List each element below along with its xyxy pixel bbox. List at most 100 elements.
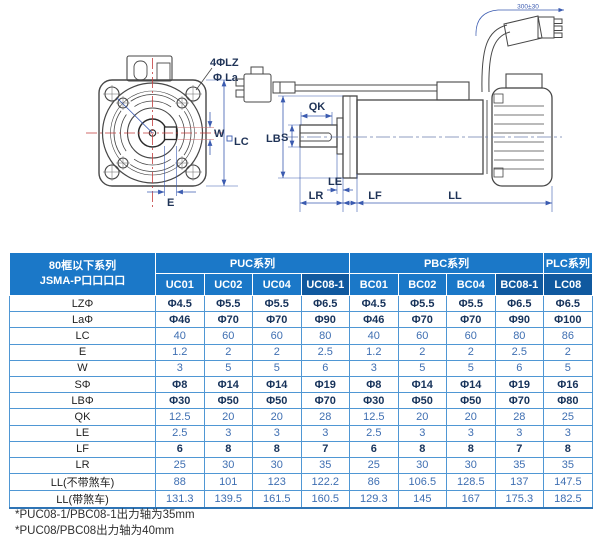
spec-cell: Φ46 [349,311,399,329]
spec-row: LF 6 8 8 7 6 8 8 7 8 [9,440,593,458]
spec-cell: 123 [252,473,302,492]
spec-cell: 40 [155,327,205,345]
bolt-holes [103,85,202,181]
dim-label-la: Φ La [213,72,239,84]
motor-dimension-drawing: 4ΦLZ Φ La W LC E [86,4,564,212]
spec-cell: 101 [203,473,253,492]
spec-cell: 137 [494,473,545,492]
spec-cell: 35 [543,456,593,475]
spec-cell: 40 [349,327,399,345]
spec-cell: Φ70 [494,392,545,410]
spec-cell: Φ8 [349,375,399,394]
footnote-2: *PUC08/PBC08出力轴为40mm [15,524,175,537]
spec-cell: 28 [300,408,351,426]
corner-header: 80框以下系列 JSMA-P口口口口 [9,252,156,296]
spec-cell: Φ4.5 [349,294,399,313]
terminal-box [126,55,173,82]
spec-cell: 5 [397,359,448,377]
spec-cell: 2.5 [349,424,399,442]
model-header: BC01 [349,273,399,296]
spec-cell: 80 [494,327,545,345]
spec-cell: Φ90 [300,311,351,329]
spec-cell: 5 [203,359,253,377]
spec-cell: 12.5 [155,408,205,426]
dim-label-e: E [167,197,174,209]
dim-label-lf: LF [368,190,382,202]
spec-cell: 3 [397,424,448,442]
screw-heads [116,96,189,170]
spec-cell: 2.5 [300,343,351,361]
spec-cell: 30 [397,456,448,475]
spec-cell: 8 [543,440,593,458]
spec-cell: 28 [494,408,545,426]
spec-row: SΦ Φ8 Φ14 Φ14 Φ19 Φ8 Φ14 Φ14 Φ19 Φ16 [9,375,593,394]
spec-cell: 25 [155,456,205,475]
spec-cell: 2 [543,343,593,361]
spec-cell: Φ16 [543,375,593,394]
spec-cell: Φ5.5 [446,294,496,313]
spec-cell: 129.3 [349,490,399,509]
side-view [235,15,563,187]
spec-cell: 160.5 [300,490,351,509]
footnotes: *PUC08-1/PBC08-1出力轴为35mm *PUC08/PBC08出力轴… [15,508,195,539]
spec-cell: 60 [446,327,496,345]
row-label: LC [9,327,156,345]
spec-cell: 60 [397,327,448,345]
dim-label-4lz: 4ΦLZ [210,57,239,69]
dimension-spec-table: 80框以下系列 JSMA-P口口口口 PUC系列 PBC系列 PLC系列 UC01 U… [9,252,593,510]
power-plug [503,15,563,47]
spec-cell: Φ14 [252,375,302,394]
model-header: LC08 [543,273,593,296]
spec-cell: 86 [543,327,593,345]
spec-cell: 6 [494,359,545,377]
spec-cell: 25 [543,408,593,426]
row-label: E [9,343,156,361]
spec-cell: 147.5 [543,473,593,492]
spec-cell: Φ19 [494,375,545,394]
spec-cell: 3 [155,359,205,377]
model-header: BC08-1 [494,273,545,296]
model-header: UC02 [203,273,253,296]
series-group-header: PBC系列 [349,252,545,274]
spec-cell: 122.2 [300,473,351,492]
spec-cell: Φ5.5 [397,294,448,313]
spec-cell: 3 [494,424,545,442]
spec-cell: 161.5 [252,490,302,509]
row-label: QK [9,408,156,426]
encoder-connector [235,66,296,103]
model-header: UC01 [155,273,205,296]
spec-cell: 20 [252,408,302,426]
spec-cell: Φ4.5 [155,294,205,313]
spec-cell: Φ70 [300,392,351,410]
spec-cell: Φ19 [300,375,351,394]
spec-cell: 1.2 [349,343,399,361]
spec-cell: Φ100 [543,311,593,329]
spec-cell: 8 [203,440,253,458]
cable-gland [436,81,470,101]
spec-cell: 175.3 [494,490,545,509]
spec-row: LL(不带煞车) 88 101 123 122.2 86 106.5 128.5 137 147.… [9,473,593,492]
spec-cell: 1.2 [155,343,205,361]
spec-cell: 7 [300,440,351,458]
spec-cell: Φ30 [349,392,399,410]
spec-cell: 2 [203,343,253,361]
row-label: LL(不带煞车) [9,473,156,492]
spec-cell: Φ6.5 [543,294,593,313]
footnote-1: *PUC08-1/PBC08-1出力轴为35mm [15,509,195,521]
spec-row: LE 2.5 3 3 3 2.5 3 3 3 3 [9,424,593,442]
spec-cell: 20 [446,408,496,426]
spec-cell: Φ5.5 [252,294,302,313]
dim-label-le: LE [328,176,342,188]
spec-cell: Φ5.5 [203,294,253,313]
power-cable [481,24,508,93]
spec-cell: 145 [397,490,448,509]
spec-cell: Φ50 [203,392,253,410]
series-group-header: PLC系列 [543,252,593,274]
series-group-header: PUC系列 [154,252,351,274]
row-label: LL(带煞车) [9,490,156,509]
spec-row: E 1.2 2 2 2.5 1.2 2 2 2.5 2 [9,343,593,361]
model-header: BC02 [397,273,448,296]
spec-row: LR 25 30 30 35 25 30 30 35 35 [9,456,593,475]
spec-cell: 25 [349,456,399,475]
